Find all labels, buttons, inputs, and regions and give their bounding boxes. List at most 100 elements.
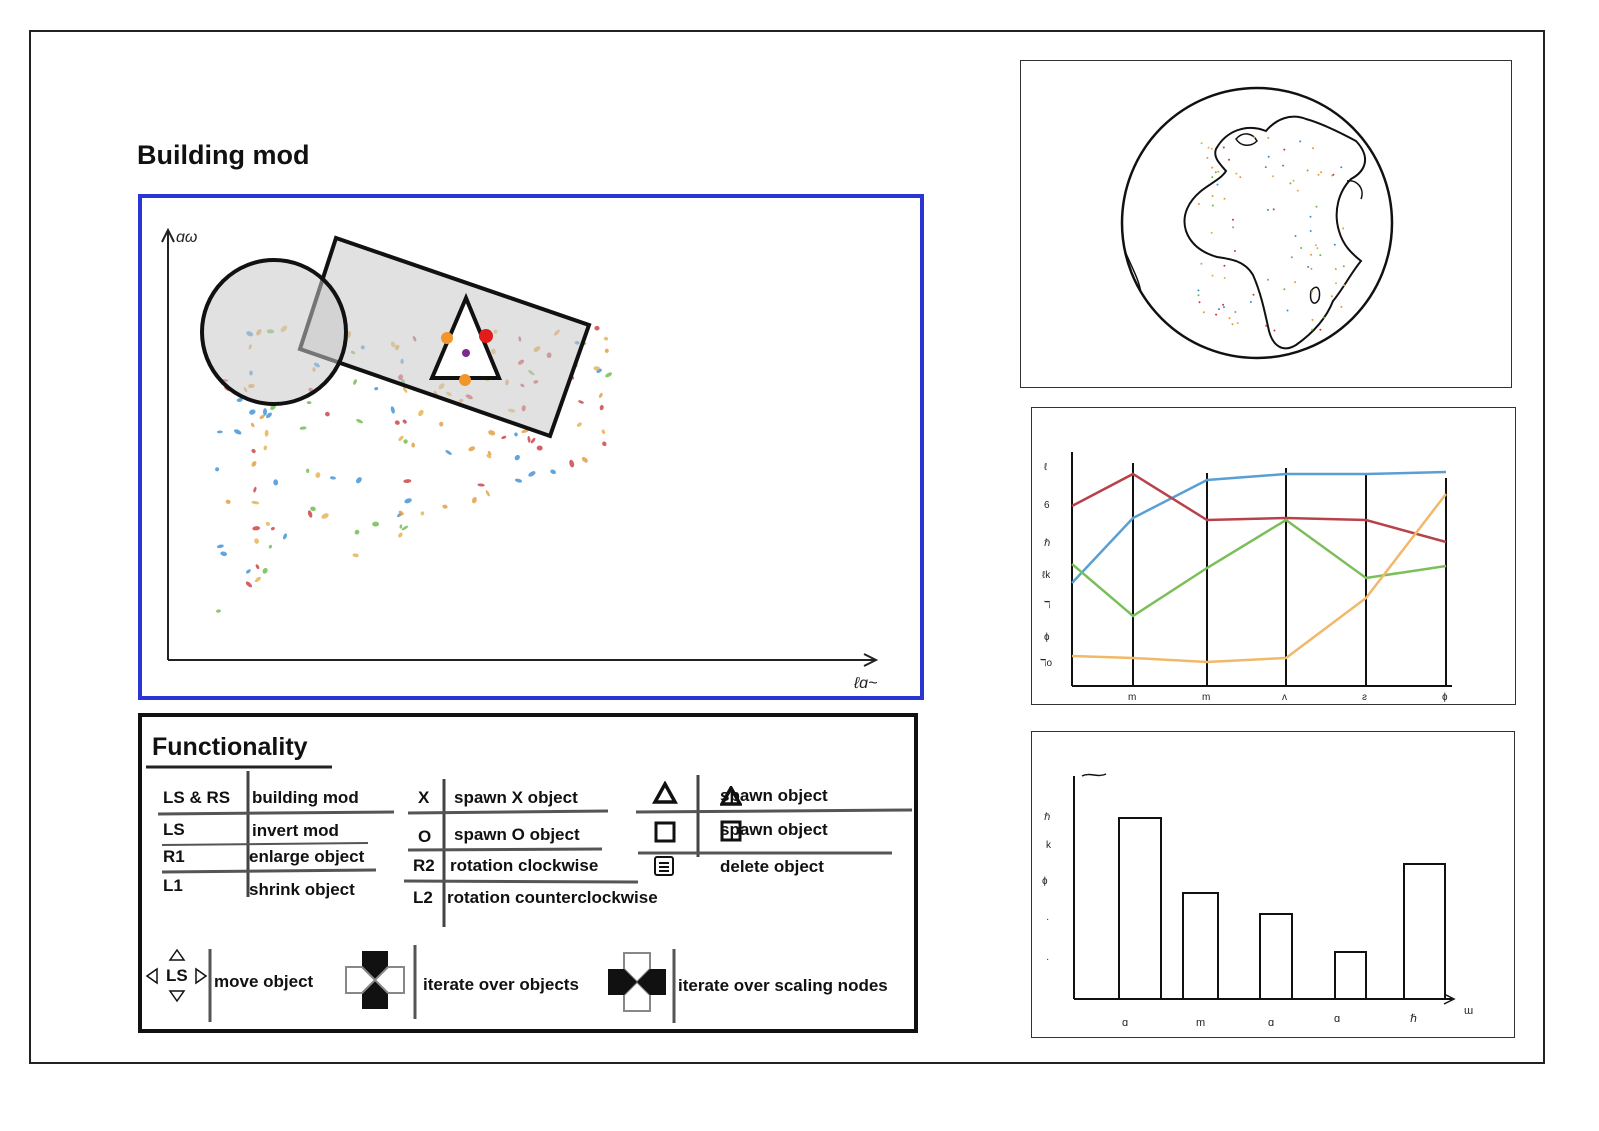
scatter-point[interactable] (306, 401, 312, 405)
scatter-point[interactable] (420, 511, 425, 516)
scaling-node-selected[interactable] (479, 329, 493, 343)
scatter-point[interactable] (307, 510, 313, 518)
scatter-point[interactable] (576, 421, 583, 427)
scatter-point[interactable] (265, 411, 273, 419)
scatter-point[interactable] (394, 420, 400, 426)
line-chart-panel[interactable]: ℓ 6 ℏ ℓk ℸ ɸ ℸo m m ʌ ƨ ɸ (1031, 407, 1516, 705)
scatter-point[interactable] (233, 428, 242, 435)
scatter-point[interactable] (536, 445, 543, 451)
scatter-point[interactable] (264, 429, 269, 437)
scatter-point[interactable] (236, 398, 243, 403)
scatter-point[interactable] (254, 576, 262, 583)
scatter-point[interactable] (273, 479, 279, 486)
scatter-point[interactable] (402, 419, 408, 425)
scatter-point[interactable] (402, 386, 408, 393)
scatter-point[interactable] (397, 532, 403, 539)
scatter-point[interactable] (399, 524, 403, 529)
scatter-point[interactable] (501, 435, 507, 440)
scatter-point[interactable] (603, 336, 609, 341)
scatter-point[interactable] (398, 510, 405, 517)
scatter-point[interactable] (549, 469, 556, 475)
scatter-point[interactable] (216, 544, 225, 549)
scatter-point[interactable] (262, 408, 268, 416)
scatter-point[interactable] (477, 483, 485, 487)
scatter-point[interactable] (253, 486, 258, 493)
scatter-point[interactable] (439, 421, 444, 427)
scatter-point[interactable] (521, 428, 529, 434)
scatter-point[interactable] (329, 476, 336, 480)
scatter-point[interactable] (604, 348, 609, 353)
globe-panel[interactable] (1020, 60, 1512, 388)
scatter-point[interactable] (411, 442, 416, 448)
scatter-point[interactable] (299, 426, 307, 430)
scatter-point[interactable] (578, 400, 585, 405)
scatter-point[interactable] (374, 387, 379, 391)
scatter-point[interactable] (215, 467, 220, 472)
scatter-point[interactable] (259, 414, 266, 420)
scatter-point[interactable] (445, 449, 453, 456)
scatter-point[interactable] (398, 435, 405, 442)
scatter-point[interactable] (599, 404, 604, 411)
scatter-point[interactable] (251, 500, 260, 505)
scatter-point[interactable] (594, 325, 600, 331)
scatter-point[interactable] (306, 468, 310, 473)
scatter-point[interactable] (390, 406, 396, 414)
scatter-point[interactable] (442, 504, 448, 509)
scatter-point[interactable] (265, 521, 271, 527)
scatter-point[interactable] (310, 506, 317, 512)
scatter-point[interactable] (252, 526, 261, 531)
scatter-point[interactable] (268, 544, 272, 549)
scatter-point[interactable] (324, 411, 330, 417)
scatter-point[interactable] (401, 525, 409, 531)
scatter-point[interactable] (352, 379, 357, 386)
scatter-point[interactable] (225, 499, 231, 505)
scatter-point[interactable] (593, 366, 600, 371)
scatter-point[interactable] (471, 496, 477, 504)
scatter-point[interactable] (356, 418, 364, 424)
scatter-point[interactable] (251, 460, 258, 467)
scatter-point[interactable] (530, 437, 536, 444)
scatter-point[interactable] (403, 439, 409, 445)
scatter-point[interactable] (321, 512, 330, 520)
scatter-point[interactable] (352, 553, 359, 558)
scatter-point[interactable] (581, 456, 589, 464)
scaling-node[interactable] (459, 374, 471, 386)
scatter-point[interactable] (263, 445, 268, 451)
scatter-point[interactable] (598, 392, 603, 398)
scatter-point[interactable] (514, 478, 523, 483)
scatter-point[interactable] (216, 609, 221, 613)
scatter-point[interactable] (601, 441, 607, 447)
scaling-node[interactable] (441, 332, 453, 344)
scatter-point[interactable] (372, 521, 379, 527)
building-canvas[interactable]: ɑω ℓɑ~ (138, 194, 924, 700)
scatter-point[interactable] (568, 459, 575, 468)
scatter-point[interactable] (527, 470, 536, 478)
scatter-point[interactable] (254, 538, 260, 545)
scatter-point[interactable] (251, 448, 257, 454)
scatter-point[interactable] (216, 430, 223, 434)
bar-chart-panel[interactable]: ℏ k ɸ · · ɑ m ɑ ɑ ℏ ɯ (1031, 731, 1515, 1038)
scatter-point[interactable] (486, 453, 493, 459)
scatter-point[interactable] (245, 580, 253, 588)
scatter-point[interactable] (355, 476, 363, 484)
scatter-point[interactable] (270, 526, 275, 531)
scatter-point[interactable] (514, 432, 519, 437)
scatter-point[interactable] (245, 568, 251, 574)
scatter-point[interactable] (282, 533, 288, 540)
scatter-point[interactable] (468, 445, 476, 452)
scatter-point[interactable] (601, 429, 606, 435)
scatter-point[interactable] (248, 409, 256, 416)
scatter-point[interactable] (487, 429, 496, 436)
scatter-point[interactable] (485, 490, 491, 497)
scatter-point[interactable] (250, 422, 255, 428)
scatter-point[interactable] (404, 497, 413, 504)
scatter-point[interactable] (417, 409, 425, 417)
scatter-point[interactable] (527, 435, 531, 443)
scatter-point[interactable] (514, 454, 521, 462)
scatter-point[interactable] (261, 567, 268, 575)
scatter-point[interactable] (354, 529, 361, 536)
scatter-point[interactable] (403, 479, 412, 484)
scatter-point[interactable] (220, 551, 228, 557)
scatter-point[interactable] (604, 371, 613, 378)
circle-selection[interactable] (200, 258, 348, 406)
